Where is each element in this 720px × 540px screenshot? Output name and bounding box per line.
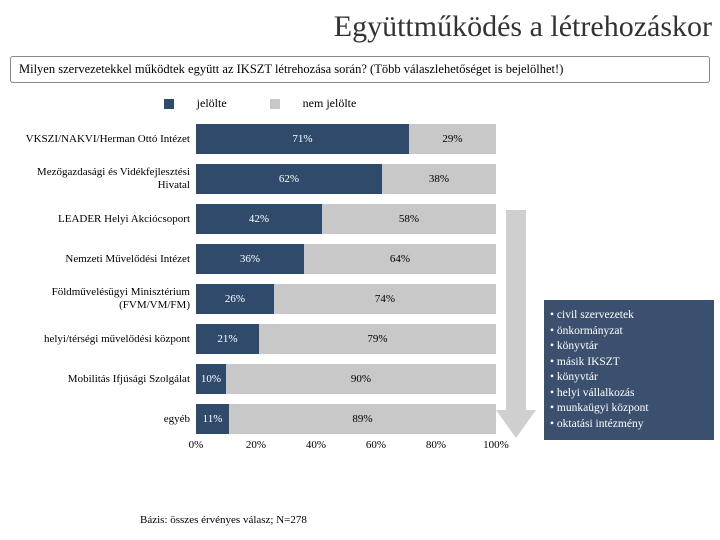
bar-segment-jelolte: 42%	[196, 204, 322, 234]
row-label: VKSZI/NAKVI/Herman Ottó Intézet	[6, 133, 196, 146]
chart: jelölte nem jelölte VKSZI/NAKVI/Herman O…	[0, 96, 520, 463]
legend-label-1: jelölte	[197, 96, 227, 110]
bullet-item: • oktatási intézmény	[550, 417, 706, 433]
bullet-item: • könyvtár	[550, 339, 706, 355]
slide: Együttműködés a létrehozáskor Milyen sze…	[0, 0, 720, 540]
bar: 42%58%	[196, 204, 496, 234]
question-box: Milyen szervezetekkel működtek együtt az…	[10, 56, 710, 83]
legend-swatch-1	[164, 99, 174, 109]
bar: 10%90%	[196, 364, 496, 394]
x-axis: 0%20%40%60%80%100%	[196, 439, 496, 463]
slide-title: Együttműködés a létrehozáskor	[0, 0, 720, 50]
legend-item-2: nem jelölte	[260, 96, 367, 110]
bar-segment-jelolte: 10%	[196, 364, 226, 394]
bar: 21%79%	[196, 324, 496, 354]
chart-rows: VKSZI/NAKVI/Herman Ottó Intézet71%29%Mez…	[0, 119, 520, 439]
bar: 71%29%	[196, 124, 496, 154]
bar-segment-nem-jelolte: 38%	[382, 164, 496, 194]
bar-segment-jelolte: 21%	[196, 324, 259, 354]
chart-row: egyéb11%89%	[6, 399, 520, 439]
x-tick: 0%	[189, 439, 204, 451]
bar-segment-jelolte: 62%	[196, 164, 382, 194]
row-label: egyéb	[6, 413, 196, 426]
bullet-item: • helyi vállalkozás	[550, 386, 706, 402]
bar-segment-nem-jelolte: 58%	[322, 204, 496, 234]
legend-swatch-2	[270, 99, 280, 109]
bullet-item: • könyvtár	[550, 370, 706, 386]
down-arrow-icon	[500, 210, 540, 450]
bar-segment-nem-jelolte: 90%	[226, 364, 496, 394]
row-label: Nemzeti Művelődési Intézet	[6, 253, 196, 266]
chart-row: Mobilitás Ifjúsági Szolgálat10%90%	[6, 359, 520, 399]
legend-item-1: jelölte	[154, 96, 240, 110]
bullet-item: • munkaügyi központ	[550, 401, 706, 417]
chart-row: Földművelésügyi Minisztérium (FVM/VM/FM)…	[6, 279, 520, 319]
bar: 26%74%	[196, 284, 496, 314]
bar: 36%64%	[196, 244, 496, 274]
bar-segment-nem-jelolte: 89%	[229, 404, 496, 434]
chart-row: Mezőgazdasági és Vidékfejlesztési Hivata…	[6, 159, 520, 199]
chart-row: LEADER Helyi Akciócsoport42%58%	[6, 199, 520, 239]
row-label: Mezőgazdasági és Vidékfejlesztési Hivata…	[6, 166, 196, 191]
bullet-item: • másik IKSZT	[550, 355, 706, 371]
x-tick: 80%	[426, 439, 446, 451]
chart-row: VKSZI/NAKVI/Herman Ottó Intézet71%29%	[6, 119, 520, 159]
bar: 11%89%	[196, 404, 496, 434]
bar: 62%38%	[196, 164, 496, 194]
x-tick: 60%	[366, 439, 386, 451]
x-tick: 40%	[306, 439, 326, 451]
bullet-item: • önkormányzat	[550, 324, 706, 340]
bar-segment-jelolte: 11%	[196, 404, 229, 434]
bar-segment-nem-jelolte: 74%	[274, 284, 496, 314]
row-label: Földművelésügyi Minisztérium (FVM/VM/FM)	[6, 286, 196, 311]
x-tick: 20%	[246, 439, 266, 451]
chart-row: helyi/térségi művelődési központ21%79%	[6, 319, 520, 359]
question-text: Milyen szervezetekkel működtek együtt az…	[19, 62, 563, 76]
footnote: Bázis: összes érvényes válasz; N=278	[140, 514, 307, 526]
bar-segment-jelolte: 36%	[196, 244, 304, 274]
bar-segment-jelolte: 71%	[196, 124, 409, 154]
bullet-item: • civil szervezetek	[550, 308, 706, 324]
bar-segment-jelolte: 26%	[196, 284, 274, 314]
bar-segment-nem-jelolte: 64%	[304, 244, 496, 274]
legend-label-2: nem jelölte	[303, 96, 357, 110]
row-label: LEADER Helyi Akciócsoport	[6, 213, 196, 226]
row-label: Mobilitás Ifjúsági Szolgálat	[6, 373, 196, 386]
chart-row: Nemzeti Művelődési Intézet36%64%	[6, 239, 520, 279]
bullet-box: • civil szervezetek• önkormányzat• könyv…	[544, 300, 714, 440]
legend: jelölte nem jelölte	[0, 96, 520, 111]
bar-segment-nem-jelolte: 79%	[259, 324, 496, 354]
row-label: helyi/térségi művelődési központ	[6, 333, 196, 346]
bar-segment-nem-jelolte: 29%	[409, 124, 496, 154]
